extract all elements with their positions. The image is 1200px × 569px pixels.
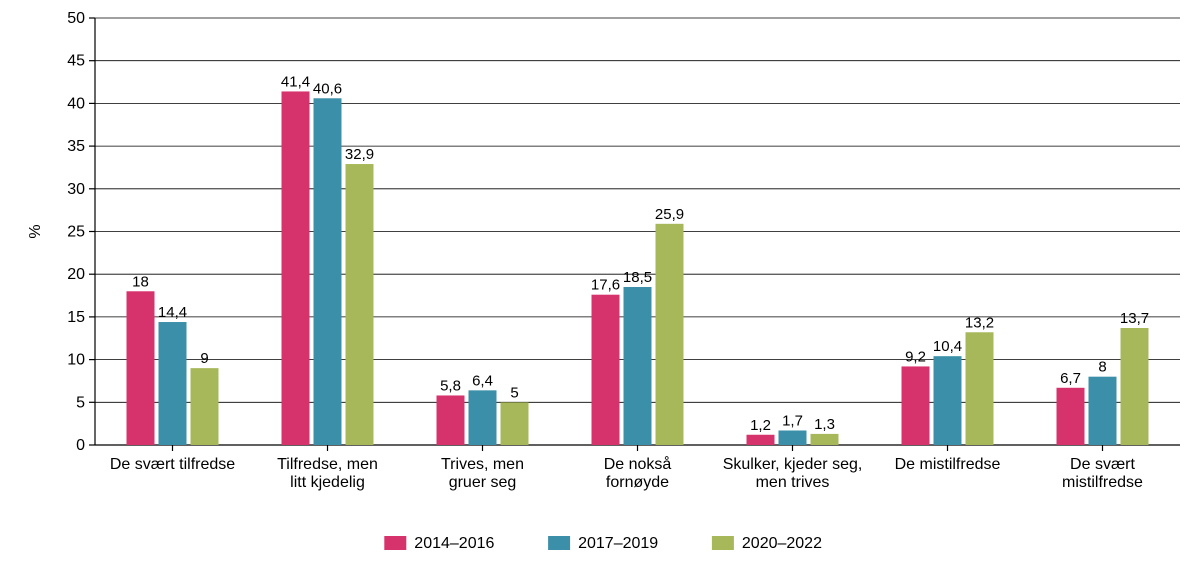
y-tick-label: 25 [67, 224, 85, 241]
bar-value-label: 8 [1098, 359, 1106, 376]
bar [1089, 377, 1117, 445]
bar-value-label: 5,8 [440, 377, 461, 394]
bar [282, 91, 310, 445]
legend-label: 2020–2022 [742, 535, 822, 552]
x-category-label: De sværtmistilfredse [1062, 456, 1143, 491]
y-tick-label: 10 [67, 352, 85, 369]
bar [191, 368, 219, 445]
bar [501, 402, 529, 445]
y-tick-label: 50 [67, 10, 85, 27]
chart-container: 0 5 10 15 20 25 30 35 40 45 50% 18 14,4 9 De svært til… [0, 0, 1200, 569]
bar-value-label: 1,7 [782, 412, 803, 429]
bar [592, 295, 620, 445]
y-tick-label: 45 [67, 53, 85, 70]
y-tick-label: 40 [67, 95, 85, 112]
bar-value-label: 9,2 [905, 348, 926, 365]
bar [469, 390, 497, 445]
bar [747, 435, 775, 445]
grouped-bar-chart: 0 5 10 15 20 25 30 35 40 45 50% 18 14,4 9 De svært til… [0, 0, 1200, 569]
legend-swatch [548, 536, 570, 550]
y-tick-label: 5 [76, 394, 85, 411]
bar-value-label: 13,7 [1120, 310, 1149, 327]
bar [159, 322, 187, 445]
bar [346, 164, 374, 445]
bar-value-label: 10,4 [933, 338, 962, 355]
y-tick-label: 15 [67, 309, 85, 326]
bar-value-label: 25,9 [655, 206, 684, 223]
bar [1121, 328, 1149, 445]
bar-value-label: 5 [510, 384, 518, 401]
y-tick-label: 35 [67, 138, 85, 155]
bar-value-label: 18,5 [623, 269, 652, 286]
bar-value-label: 18 [132, 273, 149, 290]
bar [966, 332, 994, 445]
x-category-label: De svært tilfredse [110, 456, 235, 473]
bar-value-label: 6,7 [1060, 370, 1081, 387]
y-tick-label: 20 [67, 266, 85, 283]
bar [656, 224, 684, 445]
bar [934, 356, 962, 445]
bar-value-label: 6,4 [472, 372, 493, 389]
bar [1057, 388, 1085, 445]
bar-value-label: 17,6 [591, 277, 620, 294]
bar-value-label: 1,2 [750, 417, 771, 434]
y-axis-label: % [27, 224, 44, 238]
legend-label: 2017–2019 [578, 535, 658, 552]
bar [624, 287, 652, 445]
x-category-label: Trives, mengruer seg [441, 456, 524, 491]
bar [437, 395, 465, 445]
bar-value-label: 32,9 [345, 146, 374, 163]
bar-value-label: 1,3 [814, 416, 835, 433]
bar-value-label: 41,4 [281, 73, 310, 90]
bar [127, 291, 155, 445]
legend-label: 2014–2016 [414, 535, 494, 552]
bar-value-label: 40,6 [313, 80, 342, 97]
bar [779, 430, 807, 445]
bar [811, 434, 839, 445]
bar [902, 366, 930, 445]
bar [314, 98, 342, 445]
x-category-label: De mistilfredse [895, 456, 1001, 473]
y-tick-label: 0 [76, 437, 85, 454]
x-category-label: Tilfredse, menlitt kjedelig [277, 456, 378, 491]
bar-value-label: 9 [200, 350, 208, 367]
y-tick-label: 30 [67, 181, 85, 198]
bar-value-label: 13,2 [965, 314, 994, 331]
legend-swatch [712, 536, 734, 550]
bar-value-label: 14,4 [158, 304, 187, 321]
legend-swatch [384, 536, 406, 550]
